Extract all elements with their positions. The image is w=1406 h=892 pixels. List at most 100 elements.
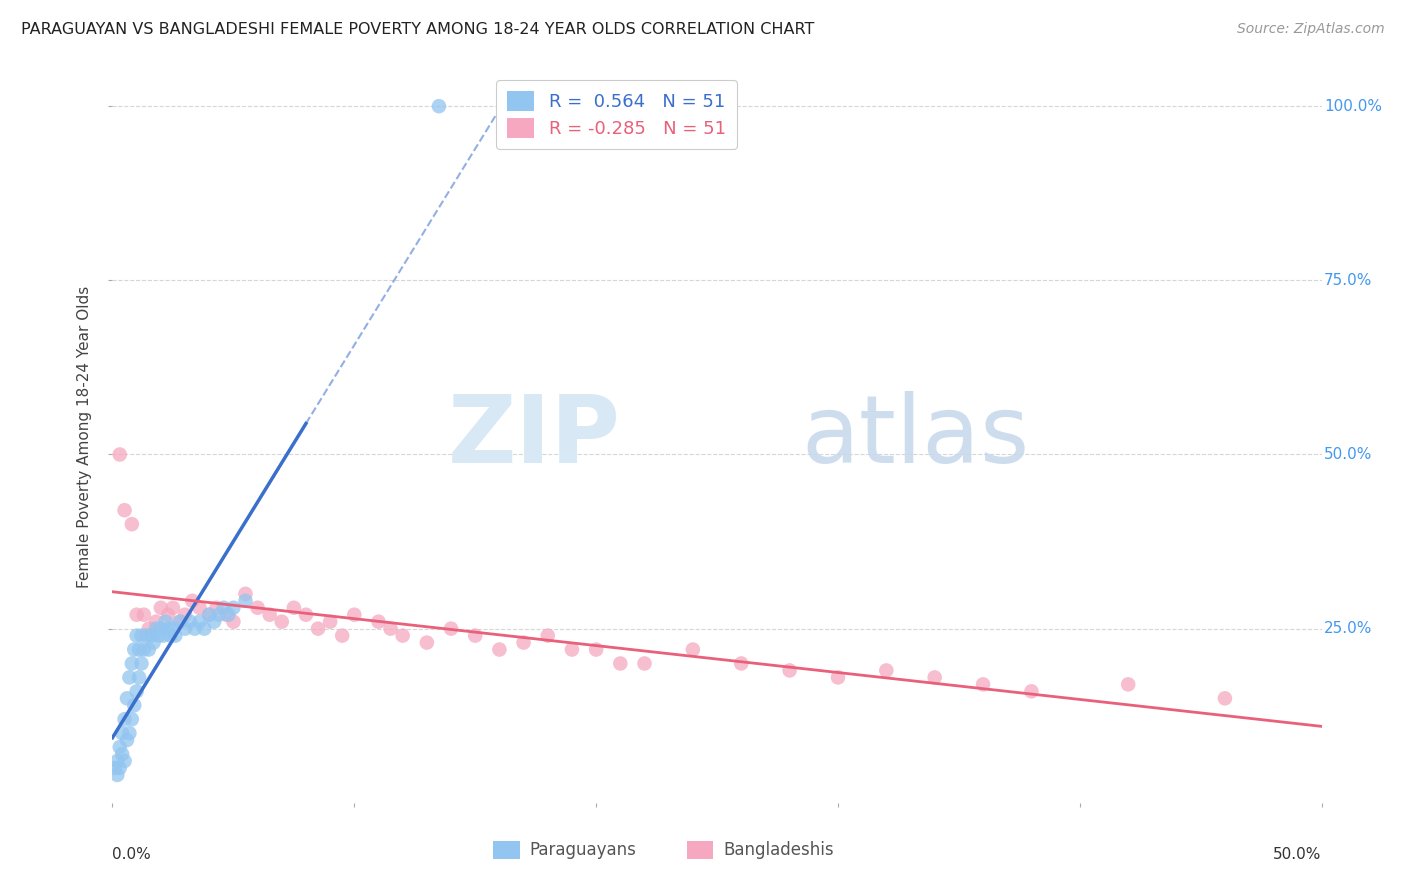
Point (218, 607, 240, 622)
Point (118, 726, 141, 740)
Point (159, 629, 181, 643)
Point (114, 754, 136, 768)
Point (367, 615, 389, 629)
Point (875, 664, 897, 678)
Point (202, 615, 225, 629)
Point (779, 664, 801, 678)
Point (105, 768, 128, 782)
Point (114, 712, 136, 726)
Text: 50.0%: 50.0% (1274, 847, 1322, 862)
Y-axis label: Female Poverty Among 18-24 Year Olds: Female Poverty Among 18-24 Year Olds (77, 286, 93, 588)
Point (145, 622, 167, 636)
Point (682, 642, 704, 657)
Point (188, 600, 211, 615)
Point (609, 657, 631, 671)
Point (235, 587, 257, 601)
Point (174, 622, 197, 636)
Text: PARAGUAYAN VS BANGLADESHI FEMALE POVERTY AMONG 18-24 YEAR OLDS CORRELATION CHART: PARAGUAYAN VS BANGLADESHI FEMALE POVERTY… (21, 22, 814, 37)
Point (169, 615, 191, 629)
Point (193, 622, 215, 636)
Point (440, 622, 463, 636)
Point (827, 670, 849, 684)
Point (105, 754, 128, 768)
Point (104, 761, 127, 775)
Point (319, 615, 342, 629)
Point (148, 629, 170, 643)
Point (222, 600, 245, 615)
Point (215, 607, 238, 622)
Point (128, 642, 150, 657)
Point (169, 615, 191, 629)
Text: 75.0%: 75.0% (1324, 273, 1372, 288)
Point (179, 615, 201, 629)
Text: 50.0%: 50.0% (1324, 447, 1372, 462)
Point (188, 615, 211, 629)
Point (259, 607, 281, 622)
Point (633, 657, 655, 671)
Point (972, 677, 994, 691)
Text: Bangladeshis: Bangladeshis (723, 841, 834, 859)
Point (380, 622, 402, 636)
Point (183, 622, 205, 636)
Point (307, 622, 329, 636)
Point (138, 642, 160, 657)
Text: 100.0%: 100.0% (1324, 99, 1382, 113)
Text: 0.0%: 0.0% (112, 847, 152, 862)
Point (125, 684, 148, 698)
Point (149, 600, 172, 615)
Point (427, 99, 450, 113)
Text: Source: ZipAtlas.com: Source: ZipAtlas.com (1237, 22, 1385, 37)
Point (138, 622, 160, 636)
Bar (494, 841, 520, 860)
Point (128, 670, 150, 684)
Point (121, 657, 143, 671)
Point (111, 726, 134, 740)
Point (108, 740, 131, 755)
Point (198, 607, 221, 622)
Point (122, 642, 145, 657)
Point (108, 448, 131, 462)
Point (205, 600, 228, 615)
Point (343, 607, 366, 622)
Point (118, 670, 141, 684)
Point (121, 517, 143, 532)
Point (208, 607, 231, 622)
Point (132, 642, 155, 657)
Point (155, 615, 177, 629)
Point (537, 629, 560, 643)
Bar (686, 841, 713, 860)
Point (512, 635, 534, 649)
Point (141, 629, 163, 643)
Point (131, 657, 153, 671)
Point (145, 615, 167, 629)
Point (135, 629, 157, 643)
Point (152, 629, 174, 643)
Legend: R =  0.564   N = 51, R = -0.285   N = 51: R = 0.564 N = 51, R = -0.285 N = 51 (496, 80, 737, 149)
Text: ZIP: ZIP (447, 391, 620, 483)
Point (270, 615, 292, 629)
Text: atlas: atlas (801, 391, 1031, 483)
Point (464, 629, 486, 643)
Point (488, 642, 510, 657)
Text: 25.0%: 25.0% (1324, 621, 1372, 636)
Point (561, 642, 583, 657)
Point (730, 657, 752, 671)
Point (181, 594, 204, 608)
Point (1116, 677, 1139, 691)
Point (125, 629, 148, 643)
Point (585, 642, 607, 657)
Point (125, 607, 148, 622)
Point (132, 607, 155, 622)
Point (157, 622, 180, 636)
Point (157, 607, 180, 622)
Point (115, 691, 138, 706)
Point (295, 607, 318, 622)
Point (1021, 684, 1043, 698)
Point (149, 622, 172, 636)
Point (162, 622, 184, 636)
Text: Paraguayans: Paraguayans (530, 841, 637, 859)
Point (246, 600, 269, 615)
Point (121, 712, 143, 726)
Point (142, 635, 165, 649)
Point (330, 629, 353, 643)
